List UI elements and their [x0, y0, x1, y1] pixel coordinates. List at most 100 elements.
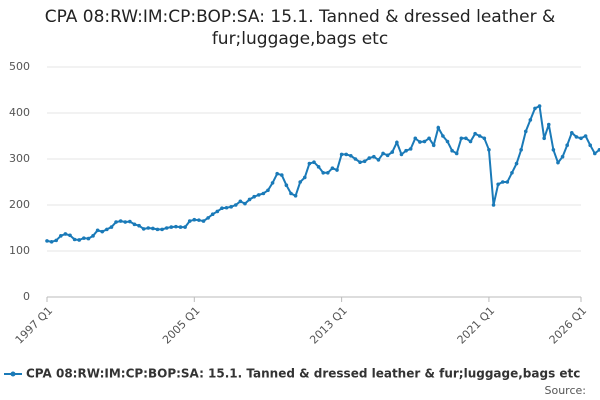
- point: [395, 140, 399, 145]
- x-tick-label: 1997 Q1: [13, 304, 56, 347]
- point: [238, 199, 243, 204]
- point: [441, 134, 445, 138]
- point: [390, 150, 395, 154]
- point: [551, 148, 556, 152]
- x-tick-label: 2026 Q1: [547, 304, 590, 347]
- point: [114, 220, 118, 224]
- point: [330, 166, 335, 170]
- point: [372, 154, 376, 159]
- point: [514, 161, 519, 166]
- point: [68, 233, 72, 238]
- point: [399, 152, 404, 157]
- point: [579, 136, 583, 141]
- point: [298, 180, 302, 184]
- point: [293, 194, 298, 198]
- point: [445, 139, 450, 144]
- point: [54, 238, 59, 243]
- point: [233, 203, 238, 207]
- point: [132, 222, 137, 227]
- point: [519, 148, 523, 152]
- point: [63, 232, 68, 236]
- point: [593, 151, 597, 156]
- point: [500, 180, 505, 184]
- point: [229, 205, 233, 209]
- point: [270, 181, 275, 185]
- point: [49, 240, 54, 244]
- y-tick-label: 0: [23, 290, 30, 303]
- point: [556, 160, 560, 165]
- point: [220, 206, 224, 211]
- point: [464, 136, 468, 141]
- point: [164, 226, 169, 230]
- point: [533, 106, 537, 111]
- point: [505, 180, 510, 184]
- point: [206, 216, 210, 220]
- point: [404, 148, 408, 153]
- point: [482, 136, 487, 141]
- point: [252, 194, 256, 199]
- point: [565, 143, 569, 147]
- point: [418, 140, 422, 144]
- point: [316, 165, 321, 169]
- point: [95, 228, 100, 233]
- point: [597, 148, 600, 152]
- point: [72, 237, 77, 242]
- point: [436, 125, 441, 130]
- point: [105, 227, 109, 232]
- point: [137, 223, 141, 228]
- point: [100, 229, 105, 234]
- point: [210, 212, 215, 216]
- point: [141, 227, 146, 231]
- point: [77, 238, 82, 242]
- point: [183, 225, 187, 229]
- y-tick-label: 300: [9, 152, 30, 165]
- point: [307, 161, 312, 166]
- point: [215, 209, 220, 214]
- source: Source:: [545, 384, 587, 397]
- point: [169, 225, 174, 229]
- point: [59, 234, 63, 238]
- point: [413, 136, 418, 141]
- point: [510, 171, 514, 175]
- point: [284, 183, 289, 188]
- point: [523, 129, 528, 134]
- point: [574, 135, 579, 139]
- point: [335, 168, 339, 172]
- point: [358, 160, 362, 165]
- point: [302, 175, 307, 180]
- point: [155, 227, 160, 232]
- point: [256, 193, 261, 197]
- point: [427, 136, 431, 141]
- point: [201, 219, 206, 223]
- y-tick-label: 100: [9, 244, 30, 257]
- point: [542, 136, 546, 141]
- point: [82, 236, 86, 240]
- point: [178, 225, 183, 229]
- point: [86, 236, 91, 241]
- legend-marker: [10, 371, 16, 377]
- point: [385, 153, 390, 158]
- point: [275, 171, 279, 176]
- y-tick-label: 200: [9, 198, 30, 211]
- legend-label: CPA 08:RW:IM:CP:BOP:SA: 15.1. Tanned & d…: [26, 367, 580, 381]
- point: [367, 156, 372, 160]
- point: [118, 219, 123, 223]
- point: [422, 139, 427, 144]
- point: [362, 159, 367, 164]
- point: [266, 188, 270, 193]
- point: [146, 226, 151, 230]
- point: [160, 227, 164, 232]
- point: [473, 131, 477, 136]
- point: [247, 197, 252, 202]
- point: [569, 130, 574, 135]
- point: [583, 134, 588, 138]
- point: [174, 224, 178, 229]
- point: [279, 173, 284, 177]
- point: [408, 147, 413, 151]
- point: [487, 148, 491, 152]
- point: [45, 239, 49, 243]
- point: [261, 191, 266, 196]
- point: [450, 148, 454, 153]
- point: [560, 154, 565, 159]
